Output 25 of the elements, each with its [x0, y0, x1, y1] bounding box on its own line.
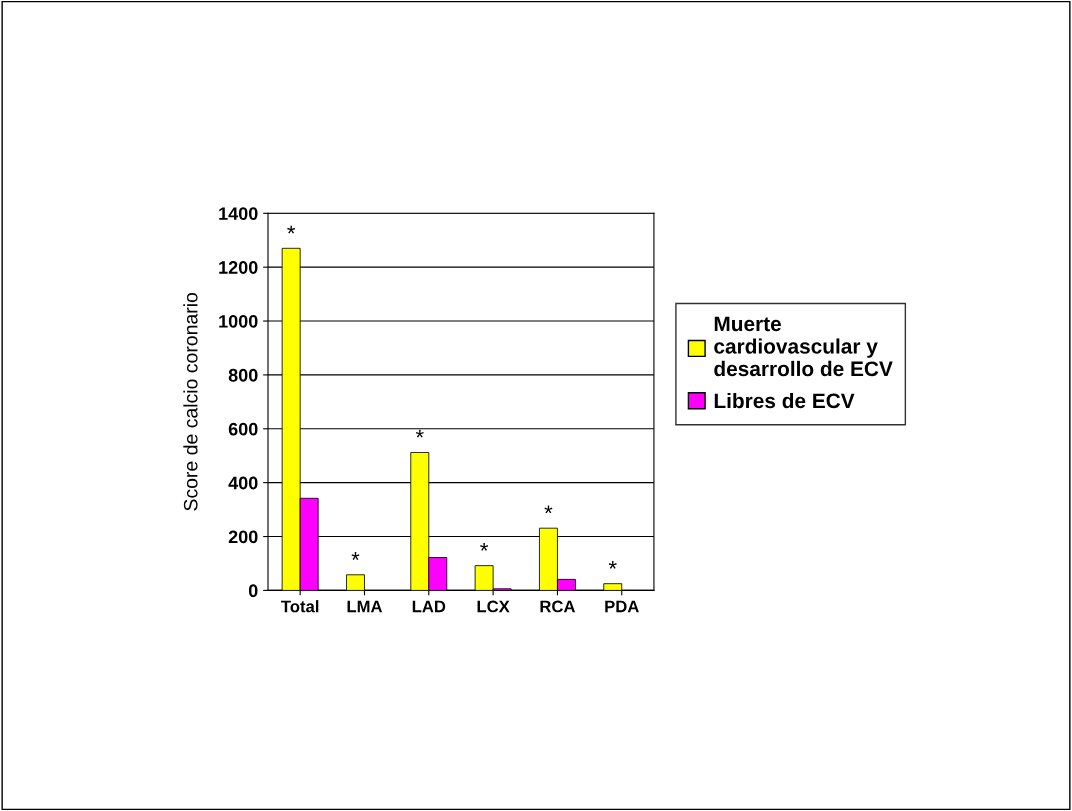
y-tick-label: 1200 — [219, 261, 258, 274]
legend-label: Muerte cardiovascular y desarrollo de ECV — [714, 316, 893, 377]
annotation: * — [351, 552, 360, 560]
x-tick-label: LMA — [347, 600, 383, 613]
y-axis-title: Score de calcio coronario — [183, 292, 198, 511]
y-tick-label: 400 — [228, 476, 258, 490]
x-tick-label: PDA — [605, 600, 639, 613]
x-tick-label: LCX — [477, 600, 510, 613]
bar — [346, 574, 365, 591]
y-tick-label: 1400 — [219, 207, 258, 221]
y-tick-label: 0 — [248, 584, 258, 598]
legend-label: Libres de ECV — [714, 392, 855, 409]
annotation: * — [480, 542, 489, 551]
y-tick-label: 200 — [228, 530, 258, 544]
x-tick-label: RCA — [540, 600, 576, 613]
y-tick-label: 1000 — [219, 314, 258, 328]
bar — [603, 583, 623, 591]
y-tick-label: 600 — [228, 422, 258, 436]
x-tick-label: Total — [281, 600, 319, 613]
annotation: * — [608, 561, 617, 569]
annotation: * — [415, 429, 424, 438]
x-tick-label: LAD — [412, 600, 446, 613]
annotation: * — [544, 505, 553, 514]
y-tick-label: 800 — [228, 368, 258, 382]
annotation: * — [287, 225, 296, 234]
